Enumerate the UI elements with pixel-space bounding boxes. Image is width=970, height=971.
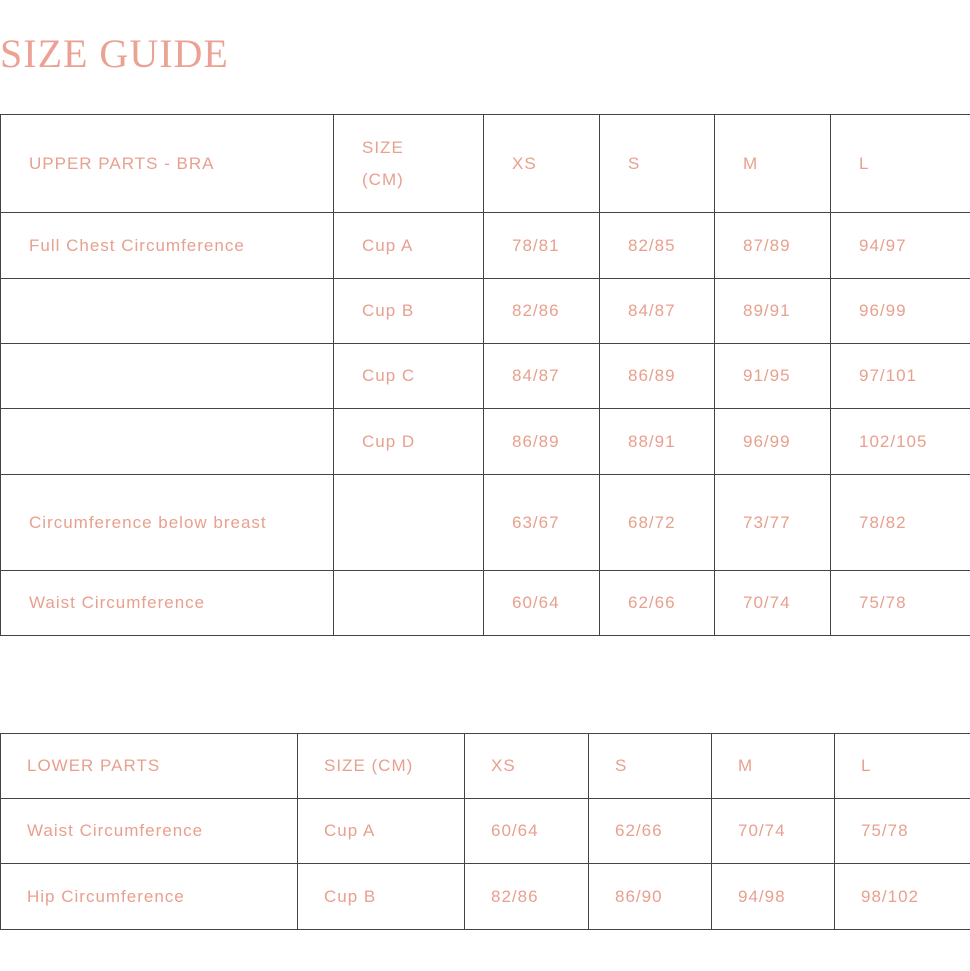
- table-cell: 75/78: [834, 798, 970, 864]
- page-title: SIZE GUIDE: [0, 31, 229, 76]
- table-cell: [333, 474, 484, 571]
- header-cell: SIZE (CM): [297, 733, 465, 799]
- table-cell: Cup A: [297, 798, 465, 864]
- table-cell: 60/64: [483, 570, 600, 636]
- header-cell: LOWER PARTS: [0, 733, 298, 799]
- table-cell: [0, 408, 334, 475]
- table-cell: 68/72: [599, 474, 715, 571]
- table-cell: 91/95: [714, 343, 831, 409]
- table-cell: 82/86: [464, 863, 589, 930]
- header-cell: L: [834, 733, 970, 799]
- header-cell: M: [711, 733, 835, 799]
- table-cell: 60/64: [464, 798, 589, 864]
- table-cell: 96/99: [830, 278, 970, 344]
- table-cell: Cup B: [297, 863, 465, 930]
- table-cell: 94/98: [711, 863, 835, 930]
- table-cell: [0, 278, 334, 344]
- header-cell: UPPER PARTS - BRA: [0, 114, 334, 213]
- table-cell: 84/87: [483, 343, 600, 409]
- table-cell: 78/81: [483, 212, 600, 279]
- lower-parts-table: LOWER PARTS SIZE (CM) XS S M L Waist Circumfer…: [0, 733, 970, 930]
- table-cell: Cup B: [333, 278, 484, 344]
- header-cell: S: [599, 114, 715, 213]
- table-row: Hip Circumference Cup B 82/86 86/90 94/98 98/…: [0, 863, 970, 930]
- table-row: Full Chest Circumference Cup A 78/81 82/85 8…: [0, 212, 970, 279]
- table-cell: [333, 570, 484, 636]
- table-cell: 62/66: [599, 570, 715, 636]
- table-cell: Waist Circumference: [0, 798, 298, 864]
- table-cell: 70/74: [711, 798, 835, 864]
- table-cell: [0, 343, 334, 409]
- table-cell: Hip Circumference: [0, 863, 298, 930]
- table-cell: 96/99: [714, 408, 831, 475]
- table-cell: 87/89: [714, 212, 831, 279]
- table-row: Waist Circumference Cup A 60/64 62/66 70/74 7…: [0, 798, 970, 864]
- header-cell: M: [714, 114, 831, 213]
- table-cell: 70/74: [714, 570, 831, 636]
- table-row: Circumference below breast 63/67 68/72 73/7…: [0, 474, 970, 571]
- header-row: LOWER PARTS SIZE (CM) XS S M L: [0, 733, 970, 799]
- table-cell: 86/89: [483, 408, 600, 475]
- table-cell: 94/97: [830, 212, 970, 279]
- table-cell: 73/77: [714, 474, 831, 571]
- table-row: Waist Circumference 60/64 62/66 70/74 75/78: [0, 570, 970, 636]
- table-cell: 86/90: [588, 863, 712, 930]
- table-cell: 88/91: [599, 408, 715, 475]
- header-cell: S: [588, 733, 712, 799]
- header-cell: XS: [483, 114, 600, 213]
- table-cell: Cup A: [333, 212, 484, 279]
- table-row: Cup D 86/89 88/91 96/99 102/105: [0, 408, 970, 475]
- table-cell: Waist Circumference: [0, 570, 334, 636]
- table-cell: Full Chest Circumference: [0, 212, 334, 279]
- table-cell: 89/91: [714, 278, 831, 344]
- table-cell: 102/105: [830, 408, 970, 475]
- header-cell: L: [830, 114, 970, 213]
- table-row: Cup B 82/86 84/87 89/91 96/99: [0, 278, 970, 344]
- upper-parts-table: UPPER PARTS - BRA SIZE (CM) XS S M L Full Ches…: [0, 114, 970, 636]
- table-cell: 78/82: [830, 474, 970, 571]
- table-cell: 97/101: [830, 343, 970, 409]
- header-row: UPPER PARTS - BRA SIZE (CM) XS S M L: [0, 114, 970, 213]
- header-cell: XS: [464, 733, 589, 799]
- table-cell: 82/86: [483, 278, 600, 344]
- table-cell: 98/102: [834, 863, 970, 930]
- table-row: Cup C 84/87 86/89 91/95 97/101: [0, 343, 970, 409]
- table-cell: 63/67: [483, 474, 600, 571]
- table-cell: Cup D: [333, 408, 484, 475]
- table-cell: 62/66: [588, 798, 712, 864]
- table-cell: 75/78: [830, 570, 970, 636]
- header-cell: SIZE (CM): [333, 114, 484, 213]
- table-cell: Cup C: [333, 343, 484, 409]
- table-cell: Circumference below breast: [0, 474, 334, 571]
- table-cell: 84/87: [599, 278, 715, 344]
- table-cell: 82/85: [599, 212, 715, 279]
- table-cell: 86/89: [599, 343, 715, 409]
